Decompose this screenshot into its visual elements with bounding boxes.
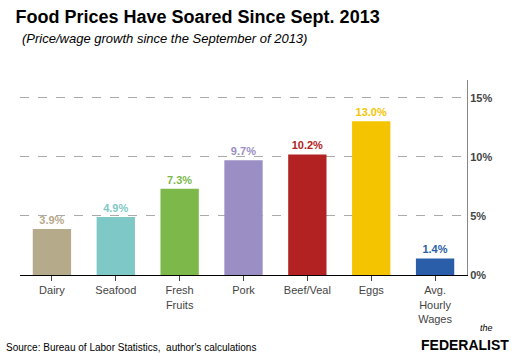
svg-text:FreshFruits: FreshFruits [166, 284, 194, 310]
svg-text:13.0%: 13.0% [356, 106, 387, 118]
svg-text:Avg.HourlyWages: Avg.HourlyWages [418, 284, 452, 325]
svg-text:the: the [480, 323, 493, 333]
svg-text:Seafood: Seafood [95, 284, 136, 296]
svg-text:10.2%: 10.2% [292, 139, 323, 151]
svg-text:4.9%: 4.9% [103, 202, 128, 214]
svg-text:9.7%: 9.7% [231, 145, 256, 157]
svg-text:Dairy: Dairy [39, 284, 65, 296]
svg-text:0%: 0% [470, 269, 486, 281]
svg-text:3.9%: 3.9% [39, 214, 64, 226]
svg-text:Food Prices Have Soared Since: Food Prices Have Soared Since Sept. 2013 [16, 7, 380, 27]
svg-text:Pork: Pork [232, 284, 255, 296]
svg-text:7.3%: 7.3% [167, 174, 192, 186]
svg-text:5%: 5% [470, 210, 486, 222]
svg-text:Beef/Veal: Beef/Veal [284, 284, 331, 296]
svg-text:10%: 10% [470, 151, 492, 163]
svg-text:15%: 15% [470, 92, 492, 104]
svg-text:1.4%: 1.4% [422, 243, 447, 255]
svg-text:FEDERALIST: FEDERALIST [421, 337, 509, 353]
svg-text:(Price/wage growth since the S: (Price/wage growth since the September o… [22, 31, 307, 46]
svg-text:Source: Bureau of Labor Statis: Source: Bureau of Labor Statistics, auth… [6, 342, 256, 353]
svg-text:Eggs: Eggs [359, 284, 385, 296]
